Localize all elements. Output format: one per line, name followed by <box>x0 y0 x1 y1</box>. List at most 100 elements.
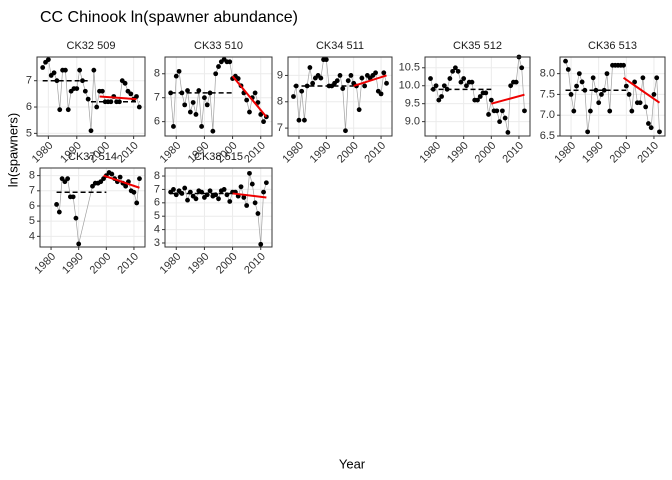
data-point <box>213 71 219 77</box>
data-point <box>70 194 76 200</box>
data-point <box>568 92 574 97</box>
data-point <box>574 83 579 89</box>
data-point <box>171 187 176 192</box>
data-point <box>571 108 577 114</box>
panel-border <box>424 56 531 137</box>
data-point <box>461 76 467 81</box>
y-tick-label: 4 <box>29 230 35 242</box>
data-point <box>464 83 469 89</box>
data-point <box>173 73 179 79</box>
data-point <box>210 128 216 134</box>
trend-line <box>353 74 387 87</box>
data-point <box>59 176 65 182</box>
y-tick-label: 7.0 <box>540 109 555 121</box>
data-point <box>640 75 646 81</box>
data-point <box>475 97 480 103</box>
data-point <box>258 112 264 117</box>
data-point <box>362 83 368 89</box>
data-point <box>323 57 329 63</box>
data-point <box>565 67 571 72</box>
data-point <box>261 189 266 195</box>
data-point <box>101 176 106 182</box>
y-tick-label: 6.5 <box>540 130 555 142</box>
panel-title: CK38 515 <box>194 151 243 163</box>
panel-title: CK32 509 <box>67 40 116 52</box>
data-point <box>80 78 85 84</box>
y-tick-label: 8 <box>29 170 35 182</box>
data-point <box>646 121 651 126</box>
data-point <box>54 202 59 207</box>
y-tick-label: 7 <box>26 75 32 87</box>
data-point <box>477 94 483 99</box>
data-point <box>235 76 241 81</box>
data-point <box>193 196 199 202</box>
data-point <box>629 108 635 114</box>
data-point <box>590 75 596 81</box>
data-point <box>373 70 378 76</box>
data-point <box>190 100 196 105</box>
data-point <box>122 80 128 86</box>
panel-background <box>165 168 272 247</box>
y-tick-label: 8.0 <box>540 68 555 80</box>
data-point <box>522 108 527 114</box>
data-point <box>381 70 387 76</box>
y-axis-label: ln(spawners) <box>5 113 20 187</box>
data-point <box>73 215 79 221</box>
data-point <box>182 102 188 108</box>
data-point <box>348 73 354 78</box>
data-point <box>134 200 140 206</box>
data-point <box>238 184 244 190</box>
data-point <box>486 112 491 117</box>
data-point <box>657 129 662 135</box>
data-point <box>378 91 384 97</box>
trend-line <box>231 75 268 118</box>
data-point <box>469 79 475 85</box>
data-point <box>621 62 626 68</box>
data-point <box>497 119 503 125</box>
data-point <box>651 92 657 97</box>
data-point <box>134 94 139 99</box>
data-point <box>607 108 613 114</box>
data-point <box>643 104 649 110</box>
data-point <box>91 67 97 73</box>
y-tick-label: 6 <box>26 101 32 113</box>
data-point <box>57 107 63 113</box>
data-point <box>252 200 258 206</box>
y-tick-label: 10.5 <box>399 62 420 74</box>
data-point <box>90 183 95 189</box>
chart-title: CC Chinook ln(spawner abundance) <box>40 9 298 26</box>
y-tick-label: 7 <box>29 185 35 197</box>
y-tick-label: 10.0 <box>399 80 420 92</box>
data-point <box>455 68 461 74</box>
data-point <box>196 88 202 93</box>
data-point <box>488 97 494 103</box>
panel-background <box>37 57 145 136</box>
data-point <box>302 117 307 123</box>
data-point <box>340 86 346 91</box>
data-point <box>123 183 129 189</box>
data-point <box>345 78 351 84</box>
data-point <box>227 59 233 65</box>
panel-title: CK37 514 <box>68 151 117 163</box>
y-tick-label: 9 <box>277 69 283 81</box>
data-point <box>128 91 134 97</box>
data-point <box>439 94 444 99</box>
data-point <box>185 88 190 93</box>
data-point <box>310 80 316 86</box>
data-point <box>563 58 568 64</box>
panel-background <box>288 57 392 136</box>
y-tick-label: 7 <box>277 122 283 134</box>
data-point <box>244 97 250 103</box>
data-point <box>599 92 604 97</box>
data-point <box>258 241 264 247</box>
data-point <box>216 64 221 69</box>
data-point <box>299 88 305 94</box>
data-point <box>207 188 213 194</box>
data-point <box>436 97 442 103</box>
data-point <box>502 115 508 121</box>
y-tick-label: 9.0 <box>405 116 420 128</box>
data-point <box>221 187 227 192</box>
data-point <box>247 170 252 176</box>
data-point <box>136 104 142 110</box>
